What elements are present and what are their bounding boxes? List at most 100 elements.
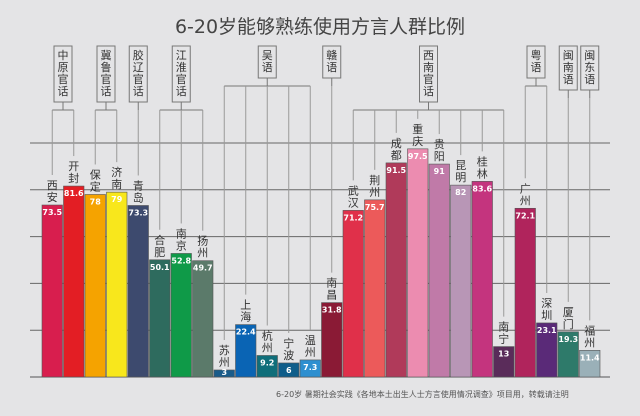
category-label: 广州 xyxy=(520,182,531,207)
svg-text:赣: 赣 xyxy=(326,48,337,62)
svg-text:杭: 杭 xyxy=(262,328,273,342)
bar-深圳 xyxy=(536,322,558,378)
svg-text:上: 上 xyxy=(240,299,251,312)
bar-贵阳 xyxy=(428,163,450,378)
data-label: 73.3 xyxy=(128,208,148,217)
chart-title: 6-20岁能够熟练使用方言人群比例 xyxy=(174,16,466,38)
data-label: 83.6 xyxy=(472,184,492,193)
data-label: 23.1 xyxy=(537,326,557,335)
bar-宁波 xyxy=(278,362,300,378)
svg-text:州: 州 xyxy=(197,247,208,260)
category-label: 重庆 xyxy=(412,122,423,148)
bar-武汉 xyxy=(342,210,364,378)
svg-text:济: 济 xyxy=(111,165,122,179)
svg-text:南: 南 xyxy=(176,227,187,240)
svg-text:话: 话 xyxy=(133,85,144,98)
svg-text:合: 合 xyxy=(154,233,165,247)
svg-text:南: 南 xyxy=(498,321,509,334)
svg-text:话: 话 xyxy=(176,85,187,98)
bar-南宁 xyxy=(493,346,515,378)
bar-福州 xyxy=(579,350,601,378)
bar-扬州 xyxy=(192,260,214,378)
category-label: 深圳 xyxy=(541,297,552,322)
svg-text:阳: 阳 xyxy=(434,150,445,163)
group-label: 粤语 xyxy=(531,48,542,74)
bar-开封 xyxy=(63,185,85,378)
data-label: 97.5 xyxy=(408,152,428,161)
data-label: 9.2 xyxy=(260,358,274,367)
svg-text:福: 福 xyxy=(584,323,595,337)
bar-上海 xyxy=(235,324,257,378)
svg-text:宁: 宁 xyxy=(498,332,509,346)
svg-text:广: 广 xyxy=(520,182,531,195)
svg-text:庆: 庆 xyxy=(412,134,423,148)
svg-text:林: 林 xyxy=(477,166,488,180)
svg-text:昌: 昌 xyxy=(326,289,337,302)
category-label: 荆州 xyxy=(369,174,380,199)
data-label: 91 xyxy=(434,167,446,176)
svg-text:话: 话 xyxy=(58,85,69,98)
svg-text:官: 官 xyxy=(101,72,112,86)
svg-text:中: 中 xyxy=(58,49,69,62)
bar-厦门 xyxy=(557,331,579,378)
data-label: 31.8 xyxy=(322,306,342,315)
bar-保定 xyxy=(84,194,106,378)
svg-text:语: 语 xyxy=(326,61,337,74)
data-label: 75.7 xyxy=(365,203,385,212)
group-label: 闽东语 xyxy=(584,49,595,86)
data-label: 50.1 xyxy=(150,263,170,272)
data-label: 91.5 xyxy=(386,166,406,175)
svg-text:鲁: 鲁 xyxy=(101,60,112,74)
svg-text:封: 封 xyxy=(68,171,79,185)
svg-text:语: 语 xyxy=(563,73,574,86)
category-label: 南京 xyxy=(176,227,187,252)
category-label: 宁波 xyxy=(283,336,294,362)
svg-text:都: 都 xyxy=(391,149,402,162)
svg-text:汉: 汉 xyxy=(348,196,359,209)
svg-text:西: 西 xyxy=(423,49,434,62)
category-label: 杭州 xyxy=(262,328,273,354)
data-label: 3 xyxy=(221,368,227,377)
data-label: 7.3 xyxy=(303,363,317,372)
svg-text:南: 南 xyxy=(111,178,122,191)
data-label: 49.7 xyxy=(193,264,213,273)
category-label: 苏州 xyxy=(219,344,230,369)
svg-text:苏: 苏 xyxy=(219,344,230,357)
svg-text:闽: 闽 xyxy=(563,49,574,62)
svg-text:州: 州 xyxy=(369,186,380,199)
category-label: 成都 xyxy=(391,137,402,162)
svg-text:西: 西 xyxy=(47,179,58,192)
category-label: 厦门 xyxy=(563,306,574,331)
category-label: 济南 xyxy=(111,165,122,191)
bar-桂林 xyxy=(471,181,493,378)
category-label: 合肥 xyxy=(154,233,165,259)
data-label: 73.5 xyxy=(42,208,62,217)
svg-text:安: 安 xyxy=(47,190,58,204)
svg-text:官: 官 xyxy=(133,72,144,86)
data-label: 72.1 xyxy=(515,211,535,220)
bar-重庆 xyxy=(407,148,429,378)
svg-text:淮: 淮 xyxy=(176,61,187,74)
svg-text:辽: 辽 xyxy=(133,61,144,74)
data-label: 19.3 xyxy=(558,335,578,344)
svg-text:保: 保 xyxy=(90,167,101,181)
svg-text:宁: 宁 xyxy=(283,336,294,350)
bar-温州 xyxy=(299,359,321,378)
svg-text:门: 门 xyxy=(563,317,574,331)
bar-南昌 xyxy=(321,302,343,378)
svg-text:开: 开 xyxy=(68,160,79,173)
svg-text:武: 武 xyxy=(348,184,359,197)
svg-text:昆: 昆 xyxy=(455,159,466,172)
bar-昆明 xyxy=(450,184,472,378)
svg-text:东: 东 xyxy=(584,61,595,74)
source-note: 6-20岁 暑期社会实践《各地本土出生人士方言使用情况调查》项目用，转载请注明 xyxy=(276,390,569,399)
svg-text:江: 江 xyxy=(176,49,187,62)
bar-广州 xyxy=(514,207,536,378)
bar-青岛 xyxy=(127,205,149,378)
svg-text:肥: 肥 xyxy=(154,246,165,259)
bar-苏州 xyxy=(213,369,235,378)
